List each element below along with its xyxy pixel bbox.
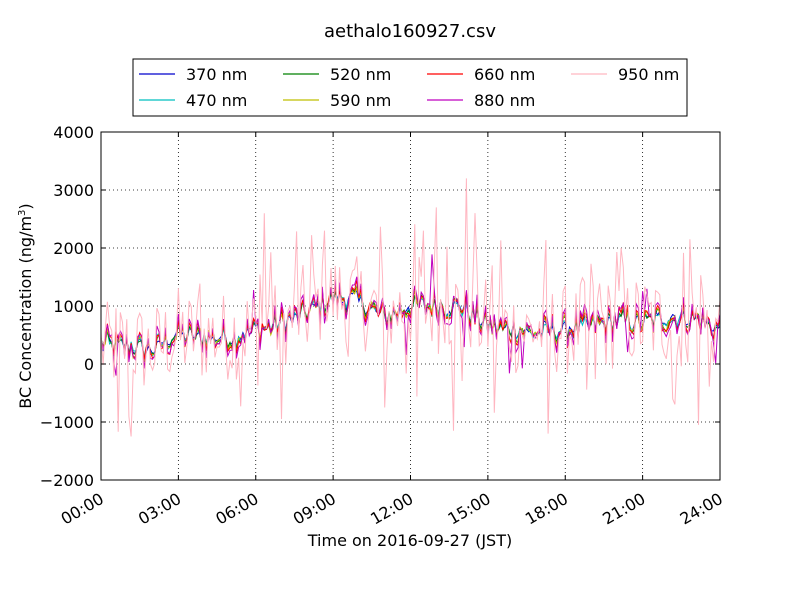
x-tick-label: 06:00 [212, 489, 261, 529]
x-tick-label: 12:00 [367, 489, 416, 529]
y-axis-label-sup: 3 [17, 210, 28, 216]
legend-label: 520 nm [330, 65, 391, 84]
y-tick-label: 1000 [53, 297, 94, 316]
y-tick-label: 4000 [53, 123, 94, 142]
legend-label: 470 nm [186, 91, 247, 110]
legend-label: 950 nm [618, 65, 679, 84]
x-tick-label: 15:00 [444, 489, 493, 529]
y-tick-label: −1000 [40, 413, 94, 432]
x-tick-label: 21:00 [599, 489, 648, 529]
x-tick-label: 03:00 [135, 489, 184, 529]
y-tick-label: 2000 [53, 239, 94, 258]
plot-background [101, 132, 720, 480]
y-tick-label: −2000 [40, 471, 94, 490]
legend-item: 880 nm [427, 91, 535, 110]
y-tick-label: 0 [84, 355, 94, 374]
legend-label: 370 nm [186, 65, 247, 84]
chart-title: aethalo160927.csv [324, 21, 496, 42]
y-axis-label-main: BC Concentration (ng/m [16, 216, 35, 409]
legend-item: 470 nm [139, 91, 247, 110]
legend-label: 590 nm [330, 91, 391, 110]
y-axis-label-close: ) [16, 203, 35, 209]
y-tick-labels: −2000 −1000 0 1000 2000 3000 4000 [40, 123, 94, 490]
series-line-950-nm [101, 178, 720, 437]
legend-item: 520 nm [283, 65, 391, 84]
legend-item: 950 nm [571, 65, 679, 84]
legend-item: 370 nm [139, 65, 247, 84]
y-axis-label: BC Concentration (ng/m3) [16, 203, 35, 408]
legend-label: 880 nm [474, 91, 535, 110]
x-tick-labels: 00:00 03:00 06:00 09:00 12:00 15:00 18:00 21:00… [58, 489, 726, 529]
y-tick-label: 3000 [53, 181, 94, 200]
x-axis-label: Time on 2016-09-27 (JST) [307, 531, 512, 550]
series-lines [101, 178, 720, 437]
legend-box [132, 58, 688, 117]
legend: 370 nm 470 nm 520 nm 590 nm 660 nm 880 nm 950 … [132, 58, 688, 117]
plot-area [100, 131, 721, 481]
legend-item: 660 nm [427, 65, 535, 84]
legend-entries: 370 nm 470 nm 520 nm 590 nm 660 nm 880 nm 950 … [139, 65, 679, 110]
x-tick-label: 00:00 [58, 489, 107, 529]
legend-label: 660 nm [474, 65, 535, 84]
legend-item: 590 nm [283, 91, 391, 110]
x-tick-label: 09:00 [290, 489, 339, 529]
x-tick-label: 18:00 [522, 489, 571, 529]
x-tick-label: 24:00 [677, 489, 726, 529]
ticks [100, 131, 721, 481]
